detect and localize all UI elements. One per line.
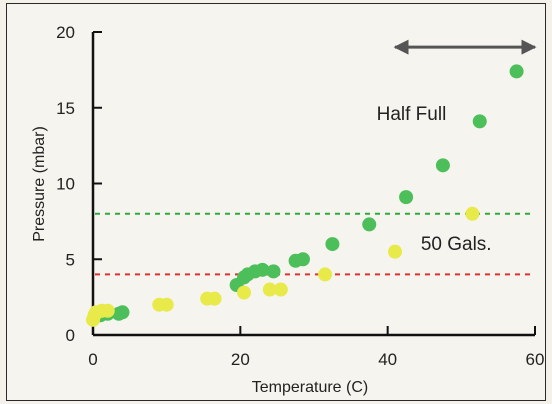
data-point-series-1 (262, 282, 277, 297)
y-tick-label: 0 (66, 326, 75, 345)
data-point-series-0 (266, 264, 281, 279)
data-point-series-1 (388, 244, 403, 259)
x-axis-title: Temperature (C) (252, 379, 368, 396)
data-point-series-0 (115, 305, 130, 320)
data-point-series-0 (399, 190, 414, 205)
y-tick-label: 15 (56, 99, 75, 118)
data-point-series-0 (325, 237, 340, 252)
x-tick-label: 60 (526, 350, 545, 369)
data-point-series-1 (207, 291, 222, 306)
data-point-series-0 (509, 64, 524, 79)
x-tick-label: 0 (88, 350, 97, 369)
data-point-series-0 (255, 262, 270, 277)
data-point-series-0 (472, 114, 487, 129)
data-point-series-1 (237, 285, 252, 300)
data-point-series-0 (362, 217, 377, 232)
y-tick-label: 20 (56, 23, 75, 42)
data-point-series-1 (318, 267, 333, 282)
x-tick-label: 20 (231, 350, 250, 369)
data-point-series-1 (273, 282, 288, 297)
annotation-label-1: 50 Gals. (421, 234, 492, 255)
y-axis-title: Pressure (mbar) (31, 126, 48, 242)
data-point-series-1 (159, 297, 174, 312)
data-point-series-0 (295, 252, 310, 267)
data-point-series-1 (100, 303, 115, 318)
x-tick-label: 40 (378, 350, 397, 369)
annotation-label-0: Half Full (377, 104, 447, 125)
y-tick-label: 10 (56, 175, 75, 194)
y-tick-label: 5 (66, 250, 75, 269)
data-point-series-1 (465, 206, 480, 221)
data-point-series-0 (435, 158, 450, 173)
